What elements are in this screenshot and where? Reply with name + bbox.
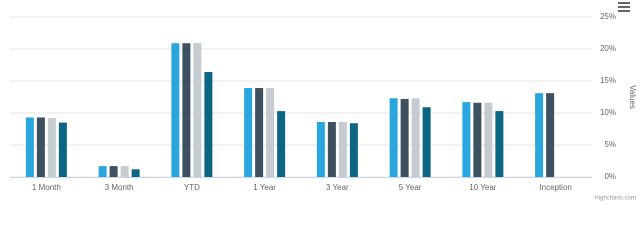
bar [204,72,213,177]
x-tick-label: 3 Month [105,183,134,192]
bar [98,166,107,177]
x-tick-label: YTD [184,183,200,192]
menu-bar [618,10,630,12]
y-tick-label: 25% [600,12,616,21]
y-tick-label: 15% [600,76,616,85]
bar [316,121,325,177]
bar [389,98,398,177]
bar [193,43,202,177]
bar [535,93,544,177]
bar [58,122,67,177]
y-tick-label: 10% [600,108,616,117]
bar [484,102,493,177]
bar [266,88,275,177]
bar [25,117,34,177]
bar [277,111,286,177]
x-tick-label: 1 Year [253,183,276,192]
bar [47,118,56,177]
x-tick-label: 3 Year [326,183,349,192]
bar [109,166,118,177]
chart: Values Highcharts.com 0% 5% 10% 15% 20% 25% 1 … [10,2,637,202]
bar [400,98,409,177]
x-tick-label: Inception [539,183,571,192]
y-tick-label: 0% [604,172,616,181]
bar [171,43,180,177]
bar [244,88,253,177]
bar [255,88,264,177]
bar [546,93,555,177]
x-tick-label: 5 Year [399,183,422,192]
menu-button[interactable] [618,2,630,12]
bar [36,117,45,177]
bar [411,98,420,177]
y-tick-label: 5% [604,140,616,149]
bar [462,102,471,177]
bar [120,166,129,177]
menu-bar [618,6,630,8]
bar [182,43,191,177]
x-tick-label: 1 Month [32,183,61,192]
bar [327,121,336,177]
y-tick-label: 20% [600,44,616,53]
bar [349,123,358,177]
credit[interactable]: Highcharts.com [594,196,636,202]
bar [473,102,482,177]
bar [131,169,140,177]
bar [495,111,504,177]
menu-bar [618,2,630,4]
y-axis-title: Values [628,85,637,109]
x-tick-label: 10 Year [469,183,496,192]
bar [338,121,347,177]
bar [422,107,431,177]
